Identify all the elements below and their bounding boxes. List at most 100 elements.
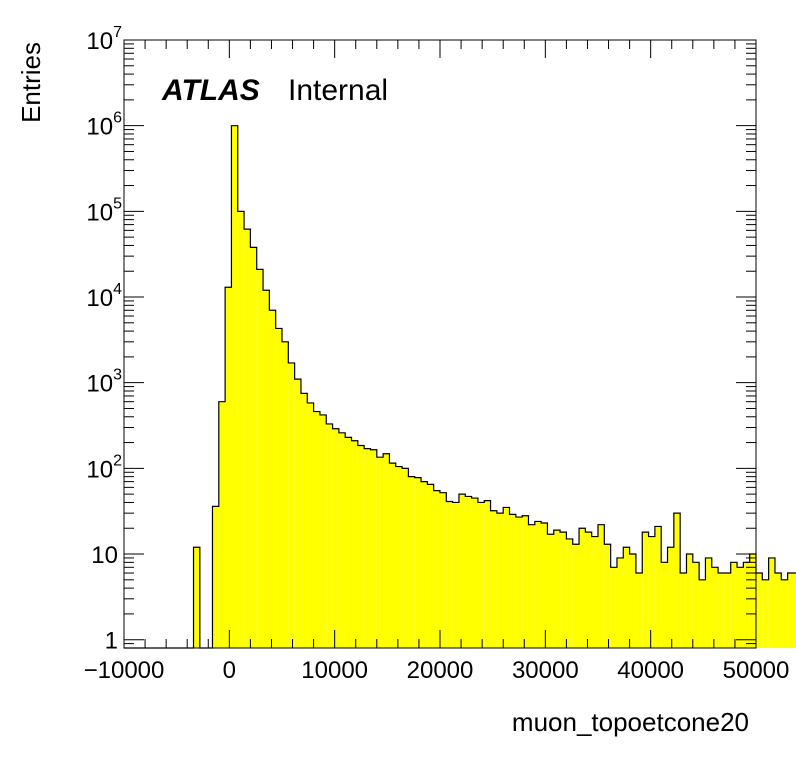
histogram-bin: [572, 544, 580, 648]
histogram-bin: [673, 513, 681, 648]
histogram-bin: [610, 567, 617, 648]
y-tick-label: 10: [91, 542, 118, 569]
histogram-bin: [579, 528, 586, 648]
histogram-bin: [730, 562, 738, 648]
histogram-bars: [124, 125, 796, 649]
histogram-bin: [635, 573, 643, 648]
histogram-bin: [269, 310, 276, 648]
histogram-bin: [496, 513, 504, 648]
histogram-bin: [598, 524, 605, 648]
histogram-bin: [661, 562, 668, 648]
histogram-bin: [383, 453, 390, 648]
histogram-bin: [711, 567, 719, 648]
histogram-bin: [541, 523, 548, 648]
histogram-bin: [282, 341, 289, 648]
histogram-bin: [313, 411, 320, 648]
histogram-bin: [402, 468, 409, 648]
histogram-bin: [756, 573, 763, 648]
histogram-bin: [623, 547, 630, 648]
histogram-bin: [345, 437, 352, 648]
histogram-bin: [389, 463, 396, 648]
histogram-bin: [705, 557, 712, 648]
histogram-bin: [433, 490, 440, 648]
histogram-bin: [452, 502, 459, 648]
histogram-bin: [718, 573, 725, 648]
x-axis-ticks: [123, 40, 757, 648]
histogram-bin: [465, 496, 472, 648]
x-tick-label: 10000: [301, 657, 368, 684]
histogram-bin: [364, 448, 371, 648]
histogram-bin: [490, 510, 497, 648]
histogram-bin: [351, 440, 358, 648]
histogram-bin: [338, 432, 346, 648]
histogram-bin: [534, 521, 542, 648]
y-axis-ticks: [124, 39, 756, 645]
histogram-bin: [250, 247, 257, 648]
histogram-bin: [275, 328, 282, 648]
internal-label: Internal: [288, 74, 388, 107]
y-axis-tick-labels: 1 10 102 103 104 105 106 107: [86, 24, 122, 655]
x-tick-label: 40000: [617, 657, 684, 684]
histogram-bin: [724, 573, 731, 648]
histogram-bin: [515, 517, 523, 648]
histogram-bin: [749, 554, 756, 648]
histogram-bin: [547, 534, 554, 648]
histogram-bin: [604, 544, 611, 648]
histogram-bin: [566, 538, 573, 648]
histogram-bin: [427, 484, 434, 648]
histogram-bin: [244, 229, 251, 648]
histogram-bin: [477, 502, 485, 648]
histogram-bin: [553, 530, 561, 648]
histogram-bin: [787, 573, 794, 648]
histogram-bin: [737, 567, 744, 648]
histogram-bin: [585, 532, 592, 648]
histogram-bin: [458, 494, 466, 648]
atlas-label: ATLAS: [161, 74, 260, 107]
histogram-bin: [446, 501, 453, 648]
y-tick-label: 1: [105, 628, 118, 655]
histogram-bin: [471, 498, 478, 648]
histogram-bin: [408, 476, 415, 648]
histogram-bin: [237, 211, 245, 649]
histogram-bin: [560, 532, 567, 648]
histogram-bin: [357, 445, 365, 648]
histogram-bin: [218, 401, 226, 648]
y-tick-label: 106: [86, 110, 122, 141]
x-tick-label: 50000: [723, 657, 790, 684]
histogram-bin: [509, 514, 516, 648]
histogram-bin: [768, 557, 775, 648]
histogram-bin: [762, 579, 769, 648]
histogram-bin: [263, 290, 270, 648]
y-tick-label: 105: [86, 195, 122, 226]
x-tick-label: −10000: [84, 657, 165, 684]
histogram-bin: [591, 536, 598, 648]
x-axis-title: muon_topoetcone20: [512, 707, 749, 737]
histogram-bin: [294, 379, 301, 648]
histogram-bin: [781, 579, 788, 648]
histogram-bin: [642, 532, 649, 648]
histogram-bin: [503, 507, 510, 648]
histogram-bin: [692, 562, 700, 648]
x-axis-tick-labels: −10000 0 10000 20000 30000 40000 50000: [84, 657, 790, 684]
y-tick-label: 107: [86, 24, 122, 55]
histogram-bin: [743, 562, 750, 648]
histogram-bin: [193, 547, 200, 648]
histogram-bin: [528, 524, 535, 648]
histogram-bin: [370, 449, 377, 648]
histogram-bin: [654, 526, 662, 648]
histogram-bin: [307, 402, 314, 648]
y-tick-label: 102: [86, 452, 122, 483]
histogram-bin: [212, 506, 219, 648]
histogram-outline: [124, 125, 796, 649]
histogram-bin: [629, 554, 636, 648]
histogram-bin: [288, 362, 295, 648]
histogram-bin: [440, 492, 447, 648]
histogram-bin: [667, 547, 674, 648]
histogram-bin: [376, 457, 384, 648]
histogram-bin: [225, 287, 232, 648]
histogram-bin: [648, 536, 655, 648]
y-axis-title: Entries: [16, 42, 46, 123]
histogram-bin: [686, 554, 693, 648]
y-tick-label: 103: [86, 367, 122, 398]
